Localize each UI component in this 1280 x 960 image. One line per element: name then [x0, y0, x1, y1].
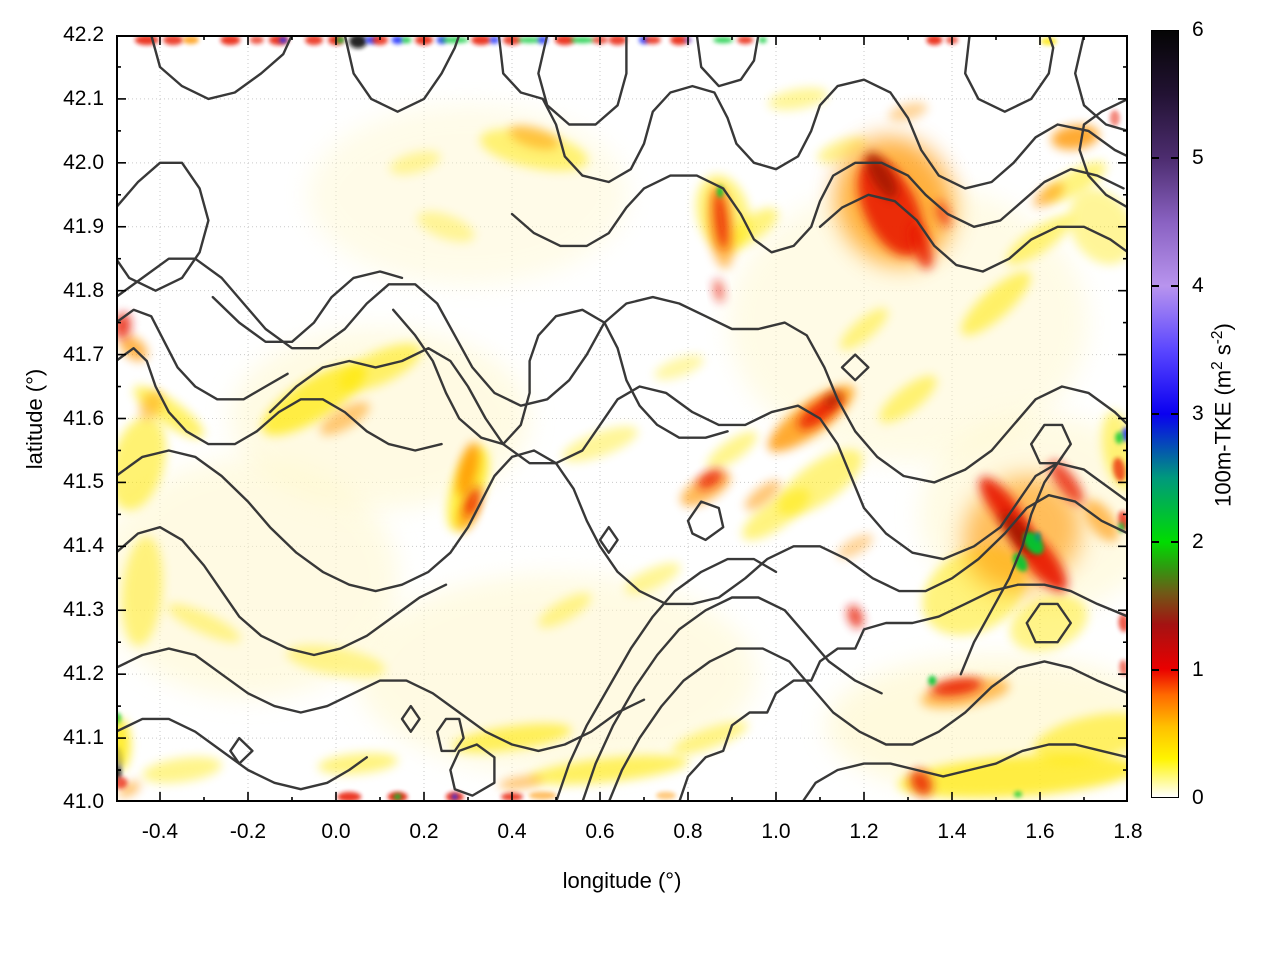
- x-tick-label: 0.2: [409, 820, 439, 843]
- y-tick-label: 41.8: [63, 278, 104, 302]
- colorbar-tick-label: 3: [1192, 402, 1204, 425]
- y-tick-label: 42.1: [63, 86, 104, 110]
- colorbar-tick-label: 1: [1192, 658, 1204, 681]
- y-tick-label: 41.0: [63, 790, 104, 813]
- colorbar-title-sup1: 2: [1209, 361, 1226, 370]
- colorbar-tick-mark: [1151, 541, 1159, 543]
- colorbar-tick-label: 5: [1192, 146, 1204, 169]
- colorbar-title-text: 100m-TKE (m: [1210, 369, 1236, 507]
- y-tick-label: 41.7: [63, 342, 104, 366]
- x-tick-label: 0.0: [321, 820, 351, 843]
- colorbar-tick-mark: [1151, 413, 1159, 415]
- x-tick-label: 1.0: [761, 820, 791, 843]
- x-axis-title: longitude (°): [562, 868, 682, 893]
- x-tick-label: 0.8: [673, 820, 703, 843]
- x-tick-label: -0.2: [229, 820, 267, 843]
- colorbar-tick-mark: [1171, 157, 1179, 159]
- colorbar-title-text2: s: [1210, 344, 1236, 362]
- terrain-contours: [116, 35, 1128, 802]
- y-tick-label: 41.5: [63, 470, 104, 494]
- y-tick-label: 41.9: [63, 214, 104, 238]
- x-tick-label: 1.8: [1113, 820, 1143, 843]
- x-tick-label: 0.6: [585, 820, 615, 843]
- colorbar-tick-mark: [1151, 669, 1159, 671]
- colorbar-title-sup2: -2: [1209, 330, 1226, 345]
- colorbar-tick-mark: [1151, 285, 1159, 287]
- colorbar-title-text3: ): [1210, 323, 1236, 331]
- colorbar-tick-label: 2: [1192, 530, 1204, 553]
- colorbar-tick-mark: [1171, 413, 1179, 415]
- x-tick-label: -0.4: [141, 820, 179, 843]
- x-tick-label: 1.2: [849, 820, 879, 843]
- x-tick-label: 1.6: [1025, 820, 1055, 843]
- colorbar-tick-mark: [1151, 157, 1159, 159]
- y-tick-label: 41.6: [63, 406, 104, 430]
- colorbar-tick-mark: [1171, 541, 1179, 543]
- y-tick-label: 41.4: [63, 534, 104, 558]
- colorbar-tick-mark: [1171, 669, 1179, 671]
- y-tick-label: 42.0: [63, 150, 104, 174]
- colorbar-tick-label: 0: [1192, 786, 1204, 809]
- tke-heatmap-layer: [116, 35, 1128, 802]
- colorbar-tick-label: 6: [1192, 18, 1204, 41]
- y-tick-label: 41.1: [63, 726, 104, 750]
- y-tick-label: 42.2: [63, 23, 104, 46]
- y-tick-label: 41.2: [63, 662, 104, 686]
- y-tick-label: 41.3: [63, 598, 104, 622]
- colorbar-tick-label: 4: [1192, 274, 1204, 297]
- x-tick-label: 0.4: [497, 820, 527, 843]
- x-tick-label: 1.4: [937, 820, 967, 843]
- colorbar-tick-mark: [1171, 285, 1179, 287]
- map-plot: [116, 35, 1128, 802]
